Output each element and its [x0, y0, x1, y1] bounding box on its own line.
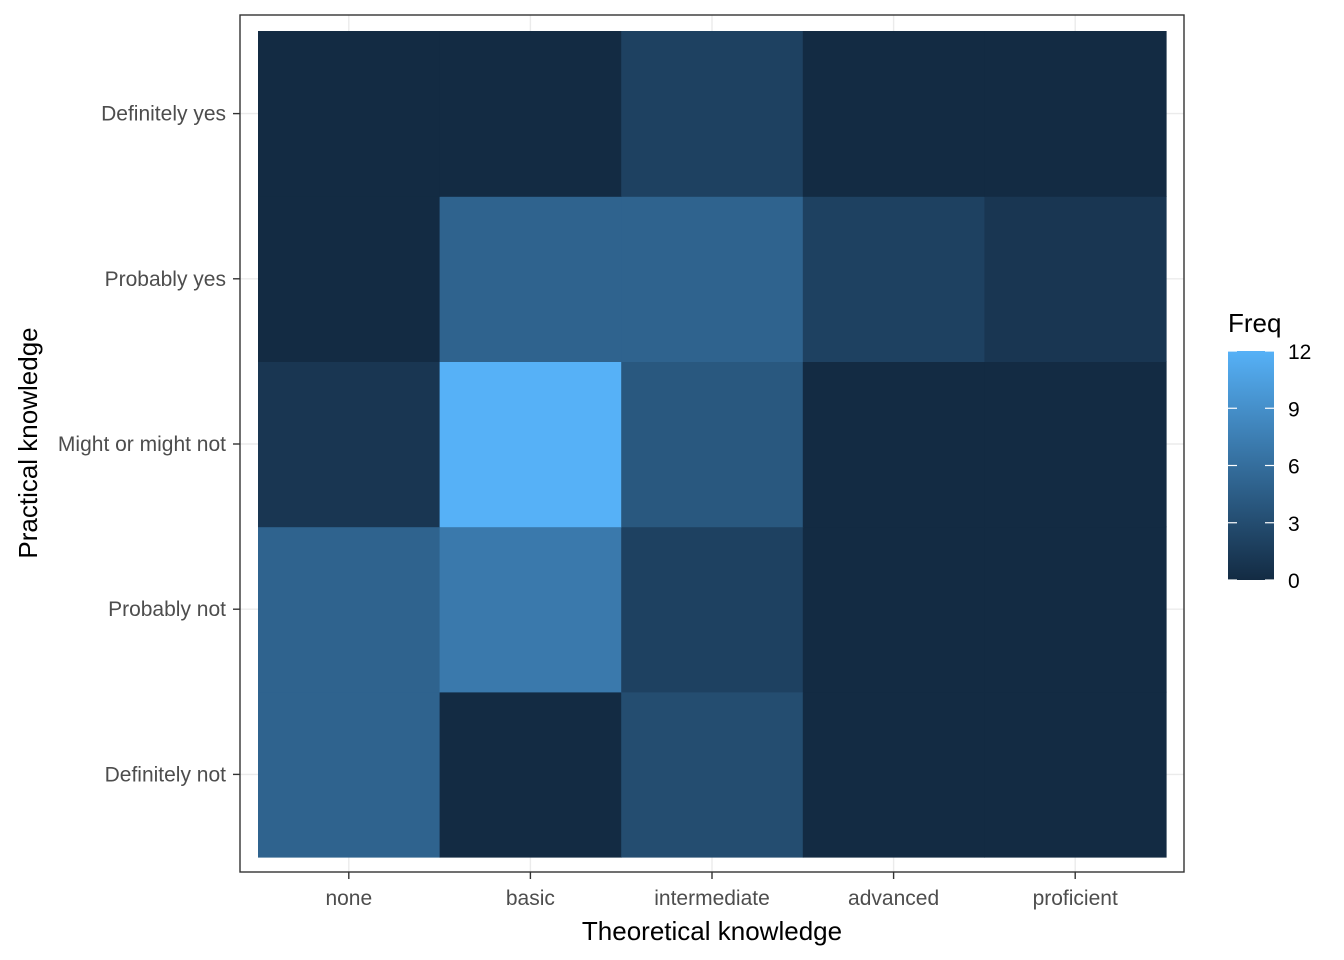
heatmap-tile — [621, 361, 804, 528]
heatmap-tile — [258, 526, 441, 693]
heatmap-tile — [984, 31, 1167, 197]
heatmap-tile — [439, 691, 622, 858]
y-tick-label: Probably yes — [105, 268, 226, 291]
heatmap-tile — [984, 526, 1167, 693]
x-tick-label: intermediate — [654, 887, 770, 910]
y-axis: Definitely not Probably not Might or might… — [58, 103, 240, 786]
x-tick-label: none — [325, 887, 372, 910]
y-tick-label: Probably not — [108, 598, 226, 621]
x-axis: none basic intermediate advanced proficient — [325, 872, 1118, 910]
heatmap-tile — [258, 196, 441, 362]
x-axis-title: Theoretical knowledge — [582, 916, 842, 946]
legend-title: Freq — [1228, 308, 1281, 338]
heatmap-tile — [258, 361, 441, 528]
heatmap-tiles — [258, 31, 1167, 858]
heatmap-tile — [439, 196, 622, 362]
heatmap-tile — [984, 691, 1167, 858]
heatmap-tile — [802, 691, 985, 858]
heatmap-tile — [439, 361, 622, 528]
heatmap-tile — [984, 361, 1167, 528]
heatmap-tile — [439, 31, 622, 197]
heatmap-tile — [258, 691, 441, 858]
y-tick-label: Might or might not — [58, 433, 226, 456]
heatmap-tile — [802, 31, 985, 197]
heatmap-tile — [621, 196, 804, 362]
y-tick-label: Definitely yes — [101, 103, 226, 126]
legend-label: 6 — [1288, 456, 1300, 479]
heatmap-tile — [802, 196, 985, 362]
heatmap-tile — [621, 31, 804, 197]
x-tick-label: proficient — [1033, 887, 1118, 910]
heatmap-tile — [621, 526, 804, 693]
heatmap-tile — [621, 691, 804, 858]
y-axis-title: Practical knowledge — [13, 327, 43, 558]
heatmap-tile — [802, 361, 985, 528]
heatmap-tile — [984, 196, 1167, 362]
heatmap-tile — [802, 526, 985, 693]
legend-label: 9 — [1288, 398, 1300, 421]
x-tick-label: basic — [506, 887, 555, 910]
heatmap-tile — [439, 526, 622, 693]
x-tick-label: advanced — [848, 887, 939, 910]
legend-label: 12 — [1288, 341, 1311, 364]
legend-label: 0 — [1288, 570, 1300, 593]
legend-label: 3 — [1288, 513, 1300, 536]
heatmap-tile — [258, 31, 441, 197]
legend: Freq 0 3 6 9 12 — [1228, 308, 1311, 593]
y-tick-label: Definitely not — [105, 763, 227, 786]
